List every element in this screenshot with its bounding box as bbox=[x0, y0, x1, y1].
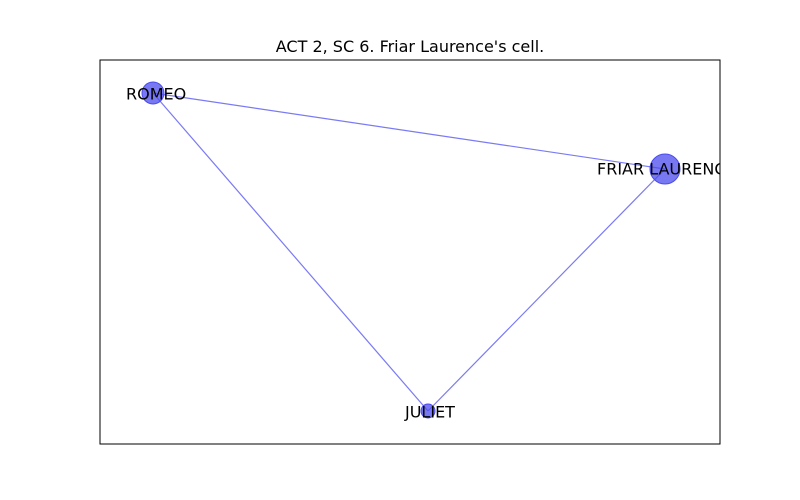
node-label-friar: FRIAR LAURENCE bbox=[597, 160, 736, 179]
edge-romeo-friar bbox=[152, 92, 666, 170]
edge-friar-juliet bbox=[427, 168, 666, 412]
edge-romeo-juliet bbox=[152, 92, 429, 412]
plot-area: ROMEO FRIAR LAURENCE JULIET bbox=[126, 81, 736, 422]
node-label-juliet: JULIET bbox=[404, 403, 455, 422]
plot-frame bbox=[99, 59, 721, 445]
nodes-layer bbox=[141, 81, 681, 419]
labels-layer: ROMEO FRIAR LAURENCE JULIET bbox=[126, 85, 736, 422]
node-friar bbox=[649, 153, 681, 185]
chart-title: ACT 2, SC 6. Friar Laurence's cell. bbox=[276, 37, 545, 56]
node-juliet bbox=[420, 403, 436, 419]
edges-layer bbox=[152, 92, 666, 412]
node-label-romeo: ROMEO bbox=[126, 85, 186, 104]
node-romeo bbox=[141, 81, 165, 105]
